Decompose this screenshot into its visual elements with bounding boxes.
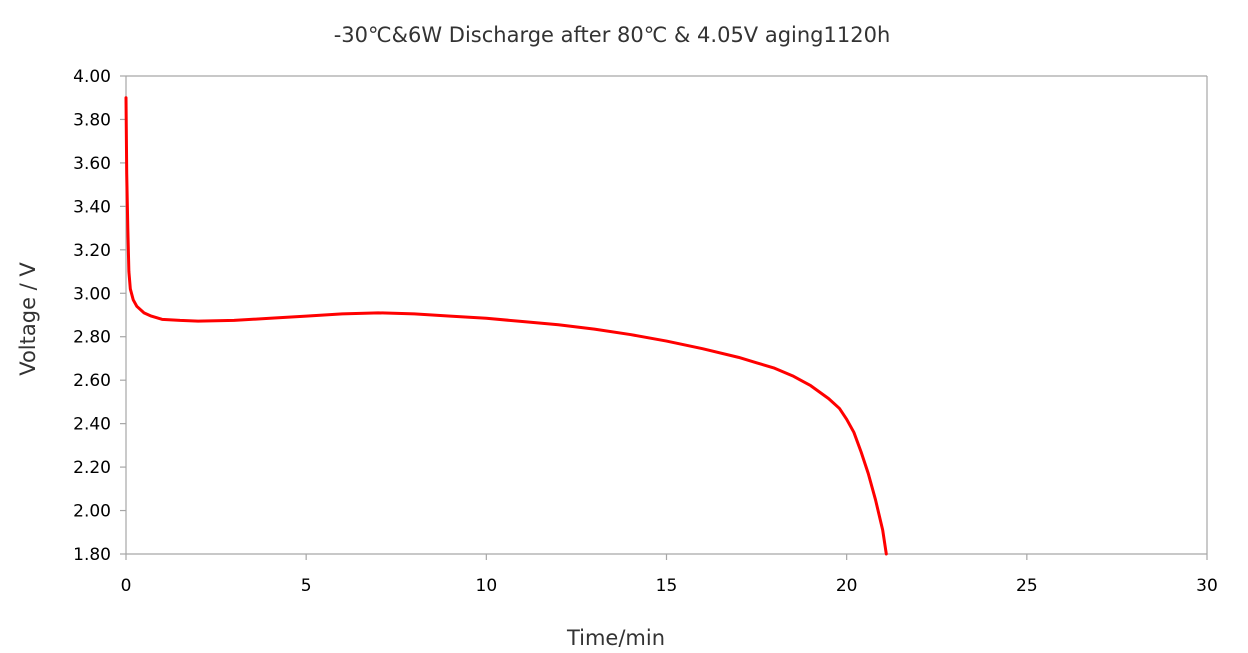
series-layer [124, 96, 888, 556]
y-tick-label: 2.60 [73, 371, 111, 391]
y-axis-ticks: 1.80 2.00 2.20 2.40 2.60 2.80 3.00 3.20 3.40 3.60… [73, 67, 126, 565]
x-tick-label: 0 [121, 576, 132, 596]
x-tick-label: 10 [476, 576, 498, 596]
discharge-curve-line [124, 96, 888, 556]
y-tick-label: 3.80 [73, 110, 111, 130]
x-tick-label: 20 [836, 576, 858, 596]
y-tick-label: 2.40 [73, 415, 111, 435]
y-tick-label: 2.20 [73, 458, 111, 478]
y-axis-label: Voltage / V [16, 262, 40, 376]
y-tick-label: 3.60 [73, 154, 111, 174]
x-tick-label: 15 [656, 576, 678, 596]
y-tick-label: 1.80 [73, 545, 111, 565]
y-tick-label: 2.00 [73, 502, 111, 522]
x-axis-ticks: 0 5 10 15 20 25 30 [121, 554, 1218, 596]
x-tick-label: 5 [301, 576, 312, 596]
y-tick-label: 2.80 [73, 328, 111, 348]
x-tick-label: 30 [1196, 576, 1218, 596]
y-tick-label: 3.00 [73, 284, 111, 304]
y-tick-label: 3.40 [73, 197, 111, 217]
y-tick-label: 3.20 [73, 241, 111, 261]
plot-area [125, 75, 1208, 555]
x-tick-label: 25 [1016, 576, 1038, 596]
y-tick-label: 4.00 [73, 67, 111, 87]
chart-title: -30℃&6W Discharge after 80℃ & 4.05V agin… [334, 23, 891, 47]
x-axis-label: Time/min [566, 626, 665, 650]
